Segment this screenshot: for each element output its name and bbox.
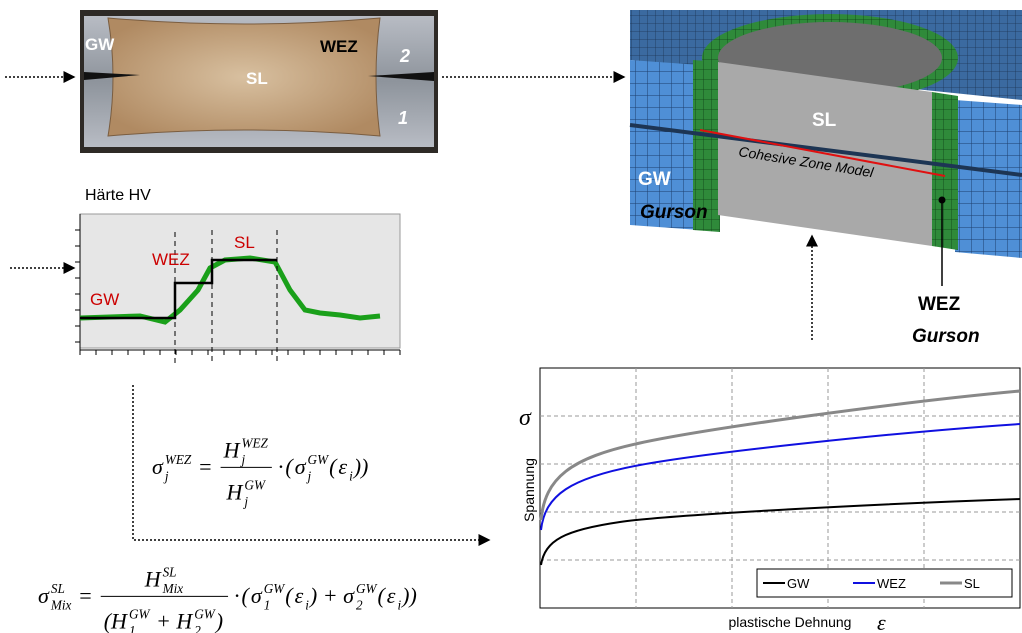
formula-part: σ [295,454,307,479]
formula-part: GW [194,606,216,621]
formula-part: (H [104,608,128,633]
formula-part: σ [38,583,50,608]
legend-label: WEZ [877,576,906,591]
label: SL [234,233,255,252]
formula-part: j [239,452,245,467]
fe-model [630,10,1022,286]
label: SL [246,69,268,88]
label: SL [812,110,837,131]
formula-part: σ [152,454,164,479]
label: 1 [398,108,408,128]
formula-part: ) [214,608,223,633]
label: GW [638,169,671,190]
formula-part: 1 [129,623,136,633]
formula-part: 2 [356,598,363,613]
formula-part: H [226,479,244,504]
axis-label: plastische Dehnung [729,614,852,630]
label: WEZ [152,250,190,269]
formula-part: ε [387,583,396,608]
formula-part: H [223,438,241,463]
formula-part: i [397,598,401,613]
label: Gurson [640,202,708,223]
label: 2 [399,46,410,66]
label: GW [85,35,115,54]
formula-part: 1 [264,598,271,613]
formula-part: · [278,454,284,479]
formula-part: ) + σ [308,583,355,608]
formula-part: GW [308,452,330,467]
label: Gurson [912,326,980,347]
formula-part: j [306,469,312,484]
formula-part: i [305,598,309,613]
legend-label: SL [964,576,980,591]
formula-part: SL [51,581,65,596]
figure: GW WEZ SL 2 1 SL Cohesive Zone Model GW … [0,0,1022,633]
axis-label: Spannung [521,458,537,522]
legend-label: GW [787,576,810,591]
formula-part: SL [163,565,177,580]
formula-part: GW [244,477,266,492]
formula-part: = [192,454,212,479]
formula-part: WEZ [165,452,192,467]
formula-part: GW [129,606,151,621]
formula-part: Mix [50,598,72,613]
formula-part: ( [285,454,294,479]
formula-part: j [242,494,248,509]
formula-part: ( [377,583,386,608]
label: WEZ [320,37,358,56]
formula-part: j [163,469,169,484]
formula-part: H [144,567,162,592]
formula-part: GW [264,581,286,596]
label: WEZ [918,294,961,315]
formula-part: )) [352,454,369,479]
formula-part: i [349,469,353,484]
stress-chart [540,368,1020,608]
axis-symbol: σ [519,405,532,431]
formula-part: ε [338,454,347,479]
formula-part: ( [329,454,338,479]
page: GW WEZ SL 2 1 SL Cohesive Zone Model GW … [0,0,1022,633]
formula-part: = [72,583,92,608]
formula-part: ( [285,583,294,608]
chart-title: Härte HV [85,187,151,204]
formula-part: )) [400,583,417,608]
formula-part: ε [295,583,304,608]
formula-part: ( [242,583,251,608]
formula-part: WEZ [241,436,268,451]
axis-symbol: ε [877,610,886,633]
formula-part: σ [251,583,263,608]
formula-part: GW [356,581,378,596]
formula-part: · [234,583,240,608]
formula-part: 2 [194,623,201,633]
label: GW [90,290,119,309]
formula-part: Mix [162,581,184,596]
formula-part: + H [150,608,193,633]
